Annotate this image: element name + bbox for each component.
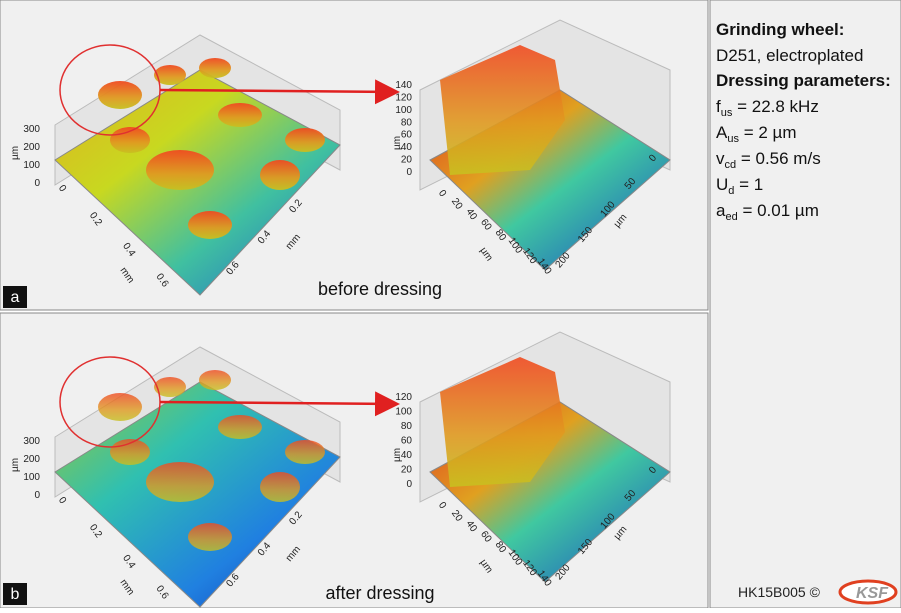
axis-unit: µm xyxy=(392,136,403,150)
axis-unit: µm xyxy=(10,146,21,160)
peak xyxy=(285,128,325,152)
peak xyxy=(146,150,214,190)
param-sub: ed xyxy=(725,211,737,223)
peak xyxy=(98,393,142,421)
param-rest: = 22.8 kHz xyxy=(732,97,818,116)
param: Ud = 1 xyxy=(716,175,763,197)
footer-code: HK15B005 © xyxy=(738,584,821,600)
tick-label: 100 xyxy=(23,472,40,483)
axis-unit: µm xyxy=(392,448,403,462)
peak xyxy=(199,58,231,78)
tick-label: 120 xyxy=(395,92,412,103)
peak xyxy=(199,370,231,390)
footer-logo: KSF xyxy=(856,585,889,602)
page: 3002001000µm00.20.40.6mm0.60.40.2mm14012… xyxy=(0,0,901,613)
figure: 3002001000µm00.20.40.6mm0.60.40.2mm14012… xyxy=(0,0,901,608)
peak xyxy=(188,211,232,239)
tick-label: 0 xyxy=(406,479,412,490)
param-rest: = 2 µm xyxy=(739,123,797,142)
tick-label: 300 xyxy=(23,436,40,447)
tick-label: 20 xyxy=(401,155,413,166)
param-sub: us xyxy=(721,107,733,119)
peak xyxy=(218,103,262,127)
param-sub: us xyxy=(727,133,739,145)
param-symbol: U xyxy=(716,175,728,194)
param-rest: = 1 xyxy=(734,175,763,194)
axis-unit: µm xyxy=(10,458,21,472)
info-panel xyxy=(710,0,901,608)
peak xyxy=(188,523,232,551)
tick-label: 60 xyxy=(401,436,413,447)
tick-label: 80 xyxy=(401,117,413,128)
tick-label: 200 xyxy=(23,454,40,465)
tick-label: 100 xyxy=(395,105,412,116)
peak xyxy=(98,81,142,109)
tick-label: 120 xyxy=(395,392,412,403)
tick-label: 0 xyxy=(34,178,40,189)
wheel: D251, electroplated xyxy=(716,46,863,65)
panel-label: a xyxy=(11,289,20,306)
param-symbol: A xyxy=(716,123,728,142)
tick-label: 200 xyxy=(23,142,40,153)
tick-label: 300 xyxy=(23,124,40,135)
panel-label: b xyxy=(11,586,20,603)
param-rest: = 0.01 µm xyxy=(738,201,819,220)
param: fus = 22.8 kHz xyxy=(716,97,819,119)
tick-label: 0 xyxy=(34,490,40,501)
tick-label: 100 xyxy=(395,407,412,418)
tick-label: 0 xyxy=(406,167,412,178)
wheel-title: Grinding wheel: xyxy=(716,20,844,39)
caption: before dressing xyxy=(318,279,442,299)
tick-label: 80 xyxy=(401,421,413,432)
peak xyxy=(260,472,300,502)
tick-label: 20 xyxy=(401,465,413,476)
peak xyxy=(285,440,325,464)
peak xyxy=(146,462,214,502)
tick-label: 100 xyxy=(23,160,40,171)
param-sub: cd xyxy=(725,159,737,171)
peak xyxy=(218,415,262,439)
tick-label: 140 xyxy=(395,80,412,91)
caption: after dressing xyxy=(325,583,434,603)
peak xyxy=(260,160,300,190)
param-rest: = 0.56 m/s xyxy=(736,149,821,168)
params-title: Dressing parameters: xyxy=(716,71,891,90)
